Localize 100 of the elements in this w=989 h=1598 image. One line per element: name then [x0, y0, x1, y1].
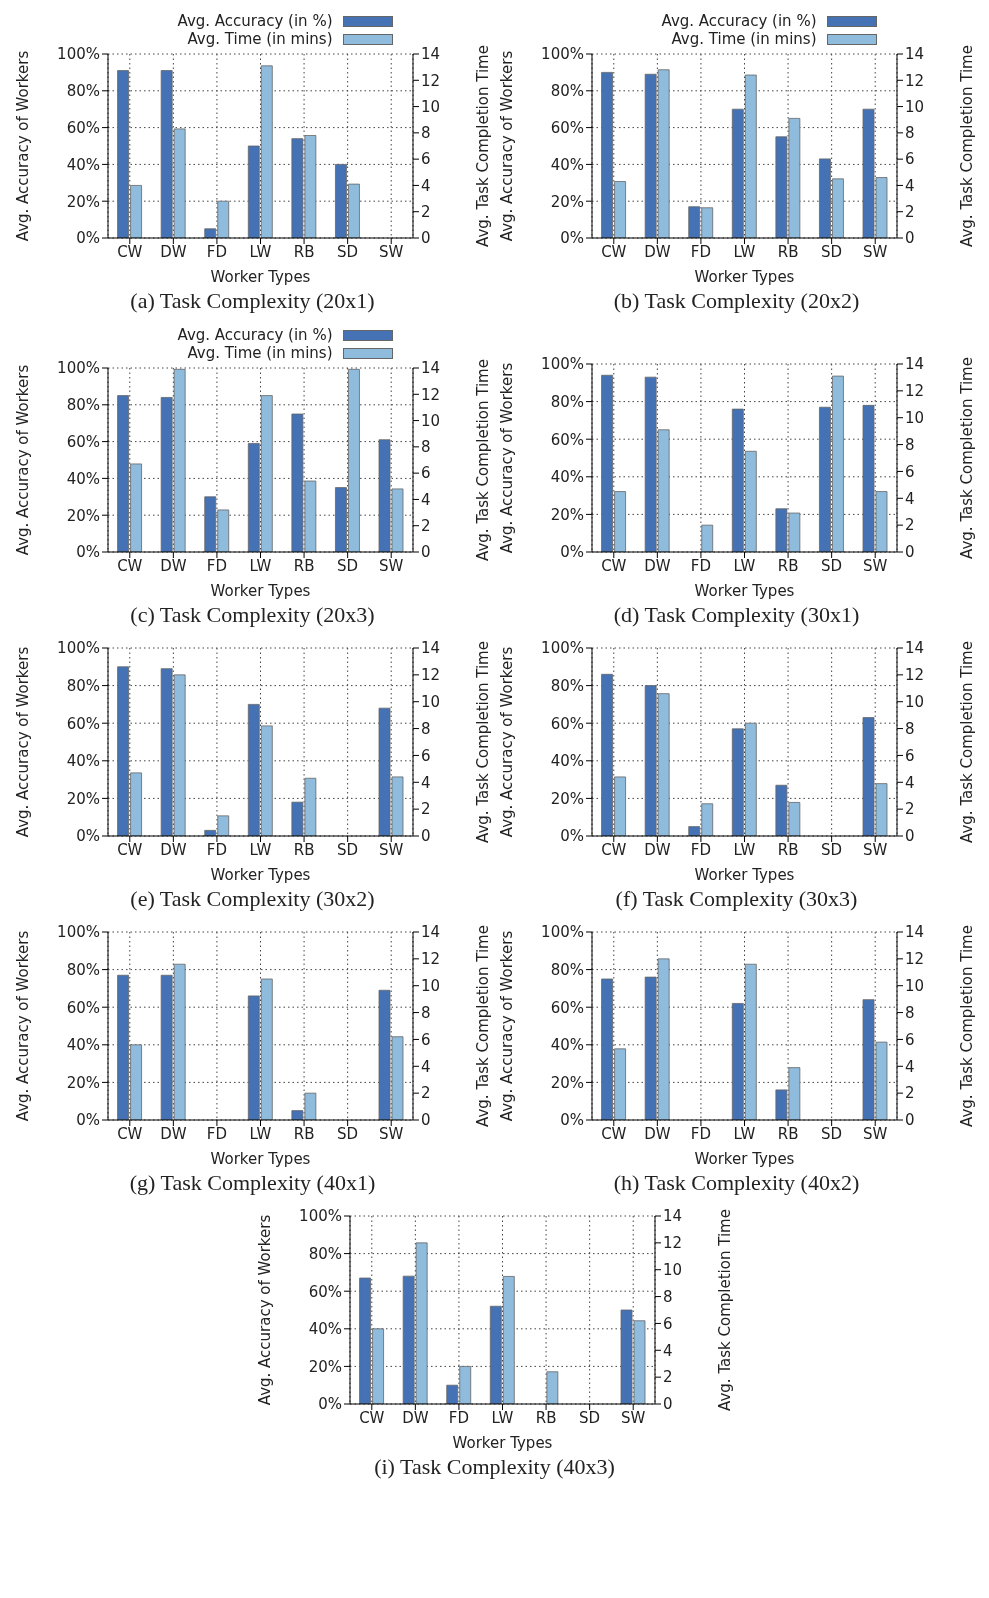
x-axis-title: Worker Types: [452, 1434, 553, 1452]
y2-tick-label: 4: [662, 1341, 673, 1360]
y2-axis-title: Avg. Task Completion Time: [715, 1209, 734, 1411]
legend-label: Avg. Accuracy (in %): [177, 12, 333, 30]
x-tick-label: CW: [116, 840, 143, 859]
x-tick-label: SW: [862, 840, 888, 859]
y2-axis-title: Avg. Task Completion Time: [957, 45, 976, 247]
y2-tick-label: 0: [420, 827, 431, 846]
text: (d) Task Complexity (30x1): [612, 602, 861, 628]
x-tick-label: SW: [378, 242, 404, 261]
x-tick-label: CW: [600, 1124, 627, 1143]
x-tick-label: SW: [862, 242, 888, 261]
x-tick-label: RB: [293, 556, 314, 575]
y2-tick-label: 10: [904, 409, 924, 428]
y-tick-label: 100%: [540, 45, 584, 64]
y-tick-label: 20%: [550, 1073, 584, 1092]
y2-tick-label: 0: [904, 543, 915, 562]
y2-tick-label: 4: [420, 1057, 431, 1076]
y2-tick-label: 0: [904, 229, 915, 248]
x-axis-title: Worker Types: [694, 1150, 795, 1168]
x-tick-label: SD: [336, 242, 358, 261]
y2-axis-title: Avg. Task Completion Time: [957, 925, 976, 1127]
y-tick-label: 0%: [559, 827, 584, 846]
y2-tick-label: 8: [420, 719, 431, 738]
y-tick-label: 60%: [550, 118, 584, 137]
legend-label: Avg. Time (in mins): [187, 344, 333, 362]
y2-tick-label: 4: [904, 773, 915, 792]
y2-tick-label: 8: [904, 719, 915, 738]
x-tick-label: FD: [690, 1124, 711, 1143]
x-axis-title: Worker Types: [210, 1150, 311, 1168]
y2-tick-label: 10: [904, 97, 924, 116]
y2-tick-label: 0: [420, 1111, 431, 1130]
x-axis-title: Worker Types: [694, 268, 795, 286]
x-tick-label: DW: [643, 840, 671, 859]
x-tick-label: CW: [358, 1408, 385, 1427]
y-tick-label: 100%: [540, 923, 584, 942]
y2-tick-label: 14: [904, 923, 924, 942]
text: (g) Task Complexity (40x1): [128, 1170, 377, 1196]
y2-tick-label: 6: [904, 462, 915, 481]
x-tick-label: FD: [206, 1124, 227, 1143]
x-tick-label: DW: [643, 1124, 671, 1143]
y2-tick-label: 2: [662, 1368, 673, 1387]
text: (h) Task Complexity (40x2): [612, 1170, 861, 1196]
x-tick-label: SD: [820, 556, 842, 575]
x-tick-label: DW: [401, 1408, 429, 1427]
y2-tick-label: 2: [420, 203, 431, 222]
y2-tick-label: 6: [420, 150, 431, 169]
x-tick-label: DW: [159, 242, 187, 261]
y-tick-label: 0%: [75, 229, 100, 248]
y2-tick-label: 12: [420, 666, 440, 685]
x-axis-title: Worker Types: [210, 582, 311, 600]
y-tick-label: 0%: [75, 543, 100, 562]
y-tick-label: 100%: [540, 639, 584, 658]
x-tick-label: SW: [620, 1408, 646, 1427]
y-axis-title: Avg. Accuracy of Workers: [255, 1214, 274, 1406]
y-axis-title: Avg. Accuracy of Workers: [497, 50, 516, 242]
y-tick-label: 0%: [559, 1111, 584, 1130]
x-tick-label: LW: [249, 1124, 272, 1143]
x-tick-label: RB: [777, 556, 798, 575]
y-axis-title: Avg. Accuracy of Workers: [13, 930, 32, 1122]
x-tick-label: FD: [206, 840, 227, 859]
y2-tick-label: 10: [420, 411, 440, 430]
y-tick-label: 60%: [550, 998, 584, 1017]
y-tick-label: 80%: [66, 960, 100, 979]
y2-tick-label: 8: [904, 1003, 915, 1022]
y-tick-label: 100%: [540, 355, 584, 374]
y2-tick-label: 12: [662, 1234, 682, 1253]
y2-axis-title: Avg. Task Completion Time: [957, 641, 976, 843]
x-tick-label: RB: [535, 1408, 556, 1427]
x-tick-label: SW: [378, 556, 404, 575]
x-tick-label: SW: [862, 1124, 888, 1143]
x-tick-label: RB: [777, 840, 798, 859]
y-tick-label: 60%: [550, 714, 584, 733]
x-tick-label: LW: [249, 242, 272, 261]
y-tick-label: 20%: [66, 192, 100, 211]
y2-tick-label: 2: [904, 203, 915, 222]
y-tick-label: 100%: [56, 923, 100, 942]
y2-tick-label: 6: [904, 746, 915, 765]
x-tick-label: SW: [862, 556, 888, 575]
legend-label: Avg. Accuracy (in %): [661, 12, 817, 30]
legend-label: Avg. Time (in mins): [671, 30, 817, 48]
y2-axis-title: Avg. Task Completion Time: [957, 357, 976, 559]
text: (f) Task Complexity (30x3): [614, 886, 859, 912]
y2-tick-label: 2: [904, 800, 915, 819]
x-tick-label: RB: [293, 242, 314, 261]
y2-tick-label: 10: [420, 97, 440, 116]
y2-tick-label: 0: [904, 827, 915, 846]
y2-tick-label: 12: [904, 382, 924, 401]
y-tick-label: 0%: [559, 543, 584, 562]
y2-tick-label: 4: [904, 489, 915, 508]
bar: [545, 1371, 558, 1404]
y-tick-label: 40%: [550, 1036, 584, 1055]
y2-tick-label: 12: [904, 666, 924, 685]
x-axis-title: Worker Types: [694, 866, 795, 884]
y-tick-label: 60%: [66, 998, 100, 1017]
y-tick-label: 60%: [550, 430, 584, 449]
y2-tick-label: 12: [904, 950, 924, 969]
y2-tick-label: 8: [662, 1287, 673, 1306]
y2-tick-label: 12: [420, 71, 440, 90]
x-tick-label: CW: [600, 556, 627, 575]
